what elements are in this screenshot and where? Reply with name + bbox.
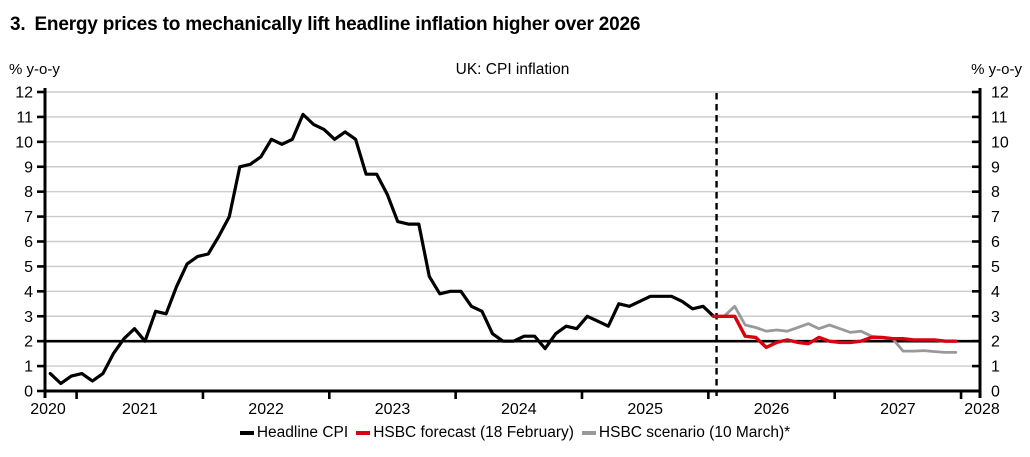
y-tick-label-left: 10	[15, 134, 33, 151]
y-tick-label-right: 3	[991, 309, 1000, 326]
y-tick-label-left: 1	[24, 359, 33, 376]
x-tick-label: 2026	[754, 401, 790, 418]
x-tick-label: 2024	[501, 401, 537, 418]
legend-label: HSBC scenario (10 March)*	[598, 424, 791, 441]
figure-title: 3. Energy prices to mechanically lift hea…	[10, 14, 640, 36]
left-axis-unit-label: % y-o-y	[9, 61, 60, 78]
y-tick-label-right: 6	[991, 234, 1000, 251]
y-tick-label-left: 8	[24, 184, 33, 201]
y-tick-label-left: 5	[24, 259, 33, 276]
y-tick-label-right: 1	[991, 359, 1000, 376]
y-tick-label-left: 0	[24, 384, 33, 401]
y-tick-label-right: 2	[991, 334, 1000, 351]
y-tick-label-left: 12	[15, 85, 33, 102]
x-tick-label: 2025	[627, 401, 663, 418]
headline-cpi-line	[48, 112, 716, 386]
y-tick-label-right: 8	[991, 184, 1000, 201]
y-tick-label-right: 0	[991, 384, 1000, 401]
y-tick-label-right: 5	[991, 259, 1000, 276]
x-tick-label: 2021	[122, 401, 158, 418]
y-tick-label-right: 7	[991, 209, 1000, 226]
x-tick-label: 2028	[964, 401, 1000, 418]
x-tick-label: 2020	[30, 401, 66, 418]
y-tick-label-right: 11	[991, 109, 1008, 126]
y-tick-label-right: 4	[991, 284, 1000, 301]
x-tick-label: 2022	[248, 401, 284, 418]
y-tick-label-left: 7	[24, 209, 33, 226]
legend-item-hsbc-forecast: HSBC forecast (18 February)	[356, 424, 574, 442]
chart-title: UK: CPI inflation	[455, 61, 570, 78]
legend-dash-icon	[239, 431, 254, 435]
hsbc-scenario-line	[722, 304, 958, 354]
y-tick-label-right: 10	[991, 134, 1009, 151]
figure-number: 3.	[10, 14, 26, 35]
y-tick-label-left: 3	[24, 309, 33, 326]
legend-label: Headline CPI	[256, 424, 349, 441]
right-axis-unit-label: % y-o-y	[971, 61, 1022, 78]
legend-item-hsbc-scenario: HSBC scenario (10 March)*	[581, 424, 791, 442]
legend-item-headline-cpi: Headline CPI	[239, 424, 349, 442]
legend-dash-icon	[581, 431, 596, 435]
x-tick-label: 2023	[375, 401, 411, 418]
y-tick-label-right: 9	[991, 159, 1000, 176]
y-tick-label-left: 6	[24, 234, 33, 251]
y-tick-label-left: 2	[24, 334, 33, 351]
legend-label: HSBC forecast (18 February)	[373, 424, 574, 441]
y-tick-label-left: 9	[24, 159, 33, 176]
y-tick-label-left: 4	[24, 284, 33, 301]
legend-dash-icon	[356, 431, 371, 435]
hsbc-forecast-line	[711, 314, 958, 350]
y-tick-label-right: 12	[991, 85, 1009, 102]
y-tick-label-left: 11	[16, 109, 33, 126]
figure-title-text: Energy prices to mechanically lift headl…	[34, 14, 641, 35]
chart-legend: Headline CPI HSBC forecast (18 February) H…	[0, 424, 1030, 442]
x-tick-label: 2027	[880, 401, 916, 418]
